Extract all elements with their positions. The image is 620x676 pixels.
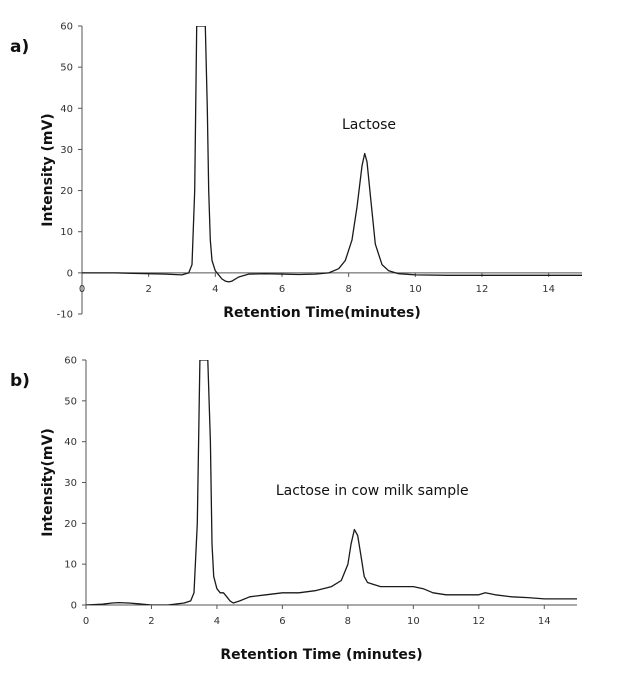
chart-a-x-tick-label: 2 xyxy=(145,284,151,295)
chart-a-x-tick-label: 8 xyxy=(345,284,351,295)
chart-b-x-tick-label: 10 xyxy=(407,616,420,627)
chart-a-y-tick-label: 10 xyxy=(60,227,73,238)
chart-a-y-axis-label: Intensity (mV) xyxy=(40,113,56,226)
chart-a-y-tick-label: 20 xyxy=(60,186,73,197)
chart-a-x-tick-label: 10 xyxy=(409,284,422,295)
chart-a-y-tick-label: 50 xyxy=(60,63,73,74)
chart-b-annotation: Lactose in cow milk sample xyxy=(276,483,469,499)
chart-b-y-tick-label: 30 xyxy=(64,478,77,489)
chart-b-x-tick-label: 6 xyxy=(279,616,285,627)
chart-a-y-tick-label: 40 xyxy=(60,104,73,115)
chart-b-y-tick-label: 50 xyxy=(64,396,77,407)
chart-b-series-line-0 xyxy=(86,360,577,605)
chart-a-x-axis-label: Retention Time(minutes) xyxy=(223,305,420,321)
chart-panel-a: -10 0 10 20 30 40 50 60 0 2 4 6 8 10 12 14 Lactose Retent… xyxy=(0,0,620,330)
chart-b-x-tick-label: 12 xyxy=(472,616,485,627)
chart-a-x-tick-label: 0 xyxy=(79,284,85,295)
chart-a-y-tick-label: 0 xyxy=(67,268,73,279)
chart-a-x-tick-label: 4 xyxy=(212,284,218,295)
chart-a-annotation: Lactose xyxy=(342,117,396,133)
chart-b-x-tick-label: 4 xyxy=(214,616,220,627)
chart-a-x-tick-label: 6 xyxy=(279,284,285,295)
chart-b-x-tick-label: 0 xyxy=(83,616,89,627)
chart-a-series-line-0 xyxy=(82,26,582,283)
chart-a-y-tick-label: 30 xyxy=(60,145,73,156)
chart-b-x-tick-label: 2 xyxy=(148,616,154,627)
chart-b-panel-label: b) xyxy=(10,371,30,391)
chart-panel-b: 0 10 20 30 40 50 60 0 2 4 6 8 10 12 14 Lactose in cow m… xyxy=(0,340,620,676)
chart-b-x-tick-label: 14 xyxy=(538,616,551,627)
chart-b-y-tick-label: 0 xyxy=(71,601,77,612)
chart-a-panel-label: a) xyxy=(10,37,29,57)
chart-b-y-tick-label: 60 xyxy=(64,356,77,367)
chart-b-y-tick-label: 20 xyxy=(64,519,77,530)
chart-b-y-tick-label: 10 xyxy=(64,560,77,571)
chart-a-svg: -10 0 10 20 30 40 50 60 0 2 4 6 8 10 12 14 Lactose Retent… xyxy=(10,22,582,321)
chart-b-x-axis-label: Retention Time (minutes) xyxy=(220,647,422,663)
chart-b-y-axis-label: Intensity(mV) xyxy=(40,428,56,537)
chart-b-svg: 0 10 20 30 40 50 60 0 2 4 6 8 10 12 14 Lactose in cow m… xyxy=(10,356,577,663)
chart-a-x-tick-label: 12 xyxy=(476,284,489,295)
chart-a-y-tick-label: 60 xyxy=(60,22,73,33)
chart-a-x-tick-label: 14 xyxy=(542,284,555,295)
chart-b-x-tick-label: 8 xyxy=(345,616,351,627)
chart-b-y-tick-label: 40 xyxy=(64,437,77,448)
chart-a-y-tick-label: -10 xyxy=(57,310,73,321)
